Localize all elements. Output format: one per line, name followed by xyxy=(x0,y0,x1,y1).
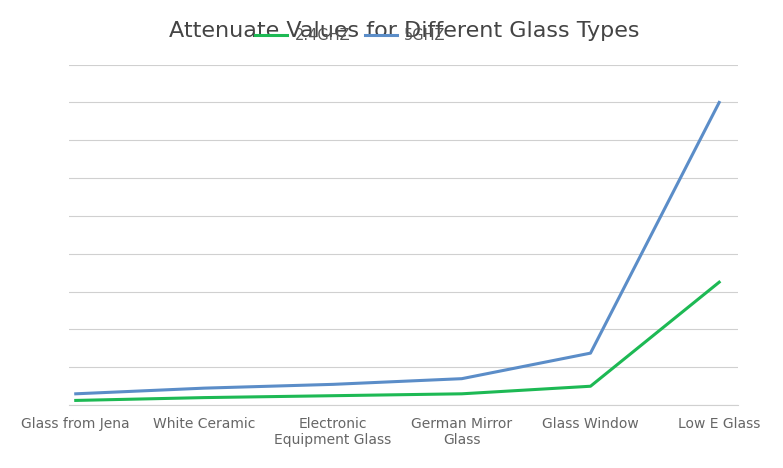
Line: 5GHZ: 5GHZ xyxy=(76,102,719,394)
2.4GHZ xyxy=(714,279,723,285)
2.4GHZ xyxy=(457,391,467,396)
5GHZ xyxy=(457,376,467,381)
2.4GHZ xyxy=(71,398,81,403)
5GHZ xyxy=(71,391,81,396)
2.4GHZ xyxy=(200,395,209,401)
5GHZ xyxy=(714,100,723,105)
Legend: 2.4GHZ, 5GHZ: 2.4GHZ, 5GHZ xyxy=(255,28,446,43)
2.4GHZ xyxy=(586,383,595,389)
5GHZ xyxy=(200,385,209,391)
Line: 2.4GHZ: 2.4GHZ xyxy=(76,282,719,401)
5GHZ xyxy=(328,381,337,387)
Title: Attenuate Values for Different Glass Types: Attenuate Values for Different Glass Typ… xyxy=(168,21,639,41)
5GHZ xyxy=(586,351,595,356)
2.4GHZ xyxy=(328,393,337,399)
